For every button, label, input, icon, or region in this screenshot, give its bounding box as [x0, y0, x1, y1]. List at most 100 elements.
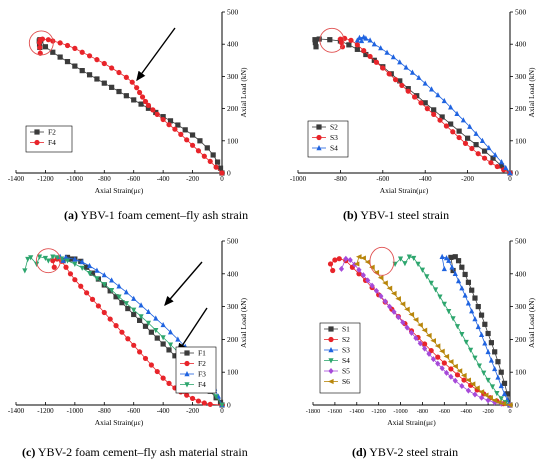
data-point — [137, 89, 143, 96]
legend-label: S1 — [342, 325, 350, 334]
data-point — [397, 78, 403, 84]
legend-label: S2 — [342, 335, 350, 344]
legend-label: F2 — [198, 359, 206, 368]
data-point — [462, 140, 469, 146]
data-point — [367, 53, 373, 60]
data-point — [405, 88, 411, 94]
data-point — [332, 257, 338, 263]
data-point — [184, 137, 190, 143]
data-point — [131, 342, 137, 348]
data-point — [355, 254, 362, 260]
series-s4 — [354, 34, 513, 176]
data-point — [101, 282, 107, 288]
data-point — [369, 282, 375, 289]
data-point — [439, 114, 445, 120]
data-point — [327, 261, 334, 267]
data-point — [467, 123, 473, 129]
data-point — [57, 54, 63, 60]
data-point — [498, 396, 504, 402]
data-point — [411, 255, 417, 262]
data-point — [437, 117, 443, 123]
data-point — [386, 71, 392, 77]
data-point — [354, 46, 360, 52]
data-point — [503, 164, 509, 171]
data-point — [86, 270, 93, 277]
data-point — [476, 363, 482, 369]
data-point — [214, 159, 221, 165]
data-point — [496, 399, 502, 405]
legend-label: S6 — [342, 377, 350, 386]
data-point — [175, 122, 181, 128]
data-point — [160, 114, 166, 120]
data-point — [449, 264, 455, 270]
data-point — [447, 359, 454, 365]
data-point — [42, 255, 49, 262]
data-point — [113, 323, 119, 329]
data-point — [101, 60, 107, 67]
data-point — [494, 163, 500, 170]
caption-c-letter: (c) — [22, 445, 36, 459]
data-point — [369, 264, 375, 270]
data-point — [116, 69, 122, 76]
x-axis-label: Axial Strain(με) — [387, 418, 436, 427]
data-point — [148, 362, 154, 368]
caption-b-text: YBV-1 steel strain — [357, 208, 450, 222]
data-point — [443, 353, 450, 360]
data-point — [378, 45, 384, 51]
data-point — [478, 312, 485, 318]
peak-ellipse — [35, 248, 61, 274]
caption-a-text: YBV-1 foam cement–fly ash strain — [78, 208, 249, 222]
data-point — [125, 336, 131, 342]
legend-box — [175, 346, 217, 394]
data-point — [312, 37, 318, 43]
y-tick-label: 0 — [515, 169, 519, 178]
series-f4 — [36, 36, 225, 176]
data-point — [197, 138, 203, 144]
data-point — [463, 339, 469, 346]
data-point — [79, 258, 85, 265]
data-point — [39, 36, 46, 42]
data-point — [167, 329, 174, 335]
data-point — [50, 49, 56, 55]
legend-marker — [34, 139, 40, 146]
data-point — [89, 270, 96, 276]
data-point — [154, 335, 160, 341]
data-point — [491, 397, 498, 404]
legend-marker — [328, 368, 334, 374]
x-tick-label: 0 — [220, 175, 224, 183]
y-axis-label: Axial Load (kN) — [527, 298, 536, 348]
chart-d: -1800 -1600 -1400 -1200 -1000 -800 -600 -400 -20… — [306, 237, 536, 428]
data-point — [459, 331, 465, 338]
x-tick-label: -400 — [419, 175, 432, 183]
data-point — [404, 324, 410, 331]
data-point — [195, 398, 202, 404]
data-point — [478, 389, 485, 395]
data-point — [60, 257, 66, 263]
x-tick-label: -1800 — [306, 408, 320, 415]
data-point — [507, 402, 513, 408]
data-point — [498, 159, 505, 165]
legend-marker — [316, 134, 322, 141]
legend-box — [307, 120, 349, 158]
data-point — [431, 107, 437, 113]
data-point — [465, 135, 471, 141]
data-point — [462, 271, 468, 278]
data-point — [313, 44, 319, 50]
data-point — [422, 345, 428, 352]
data-point — [64, 258, 71, 264]
legend-label: S5 — [342, 367, 350, 376]
data-point — [454, 372, 461, 378]
data-point — [343, 255, 349, 262]
data-point — [145, 320, 152, 326]
x-axis-label: Axial Strain(με) — [95, 186, 144, 195]
data-point — [94, 267, 100, 273]
data-point — [446, 308, 452, 315]
legend-label: F4 — [48, 138, 56, 147]
annotation-arrow — [164, 261, 203, 307]
data-point — [456, 368, 463, 374]
data-point — [153, 328, 159, 334]
data-point — [119, 329, 125, 335]
series-s3 — [337, 35, 513, 176]
